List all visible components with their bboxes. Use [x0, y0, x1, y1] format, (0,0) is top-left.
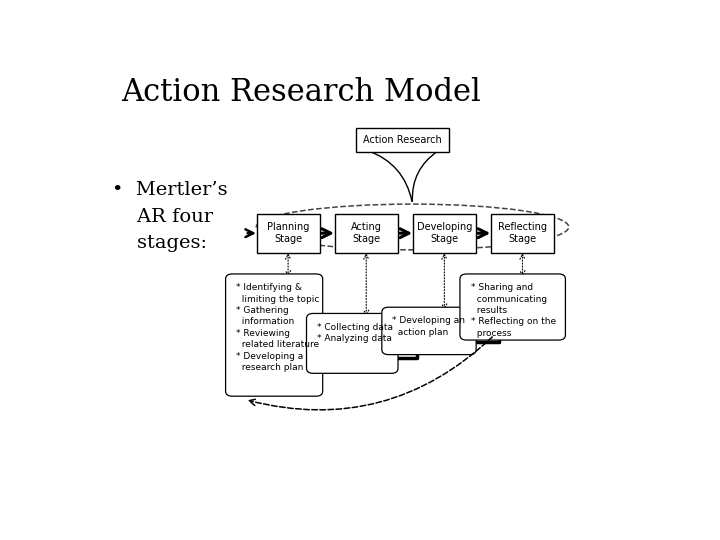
FancyBboxPatch shape: [491, 214, 554, 253]
Text: * Collecting data
* Analyzing data: * Collecting data * Analyzing data: [317, 322, 393, 343]
FancyBboxPatch shape: [307, 313, 398, 373]
Text: Planning
Stage: Planning Stage: [267, 222, 310, 244]
FancyBboxPatch shape: [256, 214, 320, 253]
Text: * Identifying &
  limiting the topic
* Gathering
  information
* Reviewing
  rel: * Identifying & limiting the topic * Gat…: [236, 283, 320, 372]
FancyBboxPatch shape: [382, 307, 476, 355]
FancyBboxPatch shape: [460, 274, 565, 340]
FancyArrowPatch shape: [249, 337, 492, 410]
FancyBboxPatch shape: [356, 127, 449, 152]
Text: * Sharing and
  communicating
  results
* Reflecting on the
  process: * Sharing and communicating results * Re…: [471, 283, 556, 338]
Text: Action Research Model: Action Research Model: [121, 77, 480, 109]
Text: Action Research: Action Research: [363, 134, 442, 145]
FancyBboxPatch shape: [225, 274, 323, 396]
FancyBboxPatch shape: [335, 214, 397, 253]
FancyBboxPatch shape: [413, 214, 476, 253]
Text: Reflecting
Stage: Reflecting Stage: [498, 222, 547, 244]
Text: Acting
Stage: Acting Stage: [351, 222, 382, 244]
Text: Developing
Stage: Developing Stage: [417, 222, 472, 244]
Text: * Developing an
  action plan: * Developing an action plan: [392, 316, 465, 337]
Text: •  Mertler’s
    AR four
    stages:: • Mertler’s AR four stages:: [112, 181, 228, 252]
